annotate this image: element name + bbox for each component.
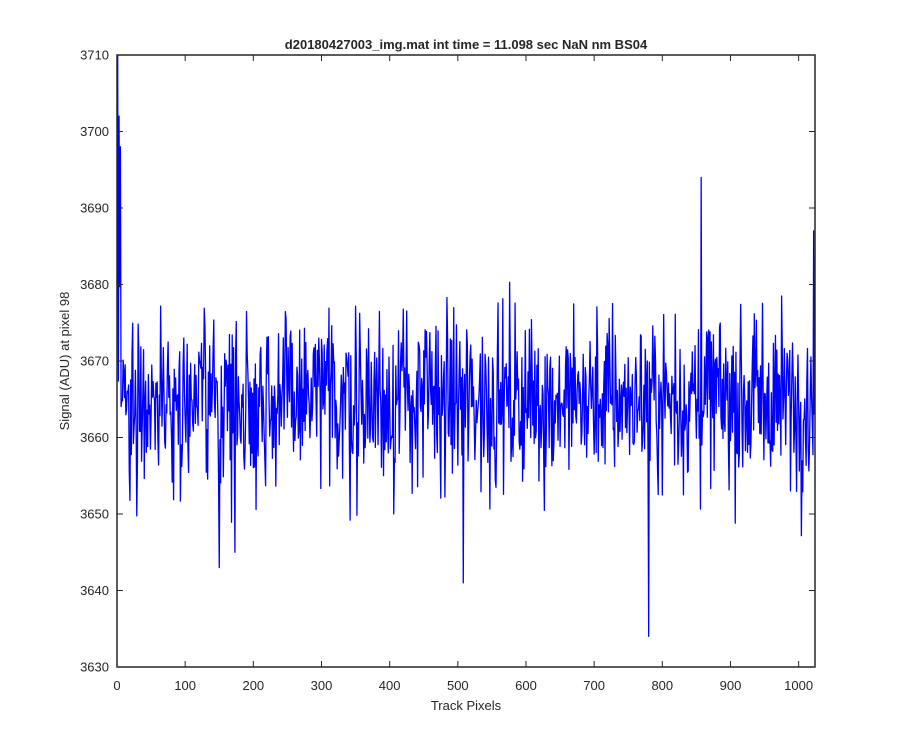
y-tick-label: 3670 xyxy=(80,354,109,369)
plot-area xyxy=(116,54,816,668)
x-tick-label: 500 xyxy=(447,678,469,693)
y-tick-label: 3700 xyxy=(80,124,109,139)
y-tick-label: 3640 xyxy=(80,583,109,598)
signal-line xyxy=(117,54,815,638)
x-axis-label: Track Pixels xyxy=(431,698,502,713)
y-tick-label: 3690 xyxy=(80,201,109,216)
x-tick-label: 200 xyxy=(242,678,264,693)
x-tick-label: 800 xyxy=(651,678,673,693)
y-axis-label: Signal (ADU) at pixel 98 xyxy=(57,292,72,431)
x-tick-label: 300 xyxy=(311,678,333,693)
y-tick-label: 3630 xyxy=(80,660,109,675)
x-tick-label: 100 xyxy=(174,678,196,693)
y-tick-label: 3680 xyxy=(80,277,109,292)
x-tick-label: 400 xyxy=(379,678,401,693)
x-tick-label: 600 xyxy=(515,678,537,693)
y-tick-label: 3660 xyxy=(80,430,109,445)
x-tick-label: 900 xyxy=(720,678,742,693)
x-tick-label: 0 xyxy=(113,678,120,693)
x-tick-label: 700 xyxy=(583,678,605,693)
chart-title: d20180427003_img.mat int time = 11.098 s… xyxy=(285,37,648,52)
x-tick-label: 1000 xyxy=(784,678,813,693)
x-axis: 0 100 200 300 400 500 600 700 800 900 1000 xyxy=(113,55,813,693)
y-tick-label: 3710 xyxy=(80,48,109,63)
y-axis: 3630 3640 3650 3660 3670 3680 3690 3700 3710 xyxy=(80,48,815,675)
y-tick-label: 3650 xyxy=(80,507,109,522)
